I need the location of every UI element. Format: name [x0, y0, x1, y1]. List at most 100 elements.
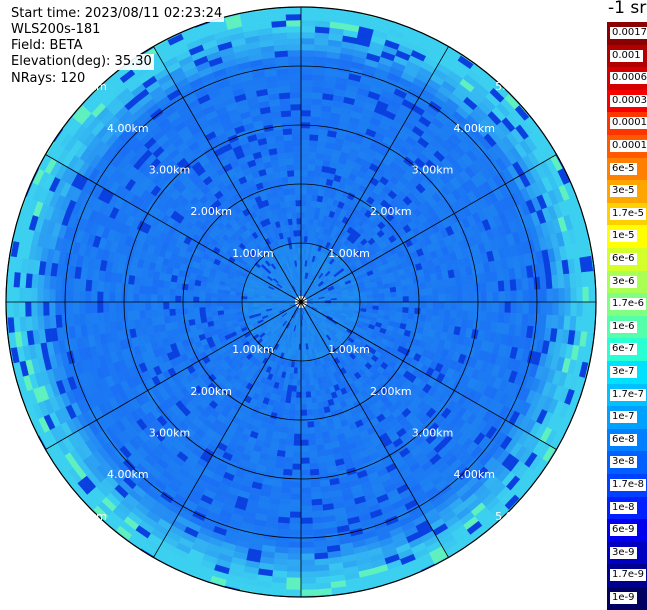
- range-gate-cell: [55, 302, 61, 315]
- range-gate-cell: [301, 374, 305, 380]
- range-gate-cell: [103, 292, 109, 302]
- range-gate-cell: [269, 600, 285, 607]
- range-gate-cell: [361, 302, 367, 305]
- range-gate-cell: [311, 499, 322, 506]
- range-gate-cell: [10, 395, 21, 412]
- range-gate-cell: [157, 302, 163, 310]
- range-gate-cell: [301, 512, 312, 518]
- range-gate-cell: [279, 432, 287, 439]
- range-gate-cell: [181, 296, 187, 302]
- range-gate-cell: [145, 294, 151, 302]
- range-gate-cell: [317, 600, 333, 607]
- range-gate-cell: [456, 310, 463, 319]
- range-gate-cell: [423, 22, 440, 34]
- range-gate-cell: [127, 302, 133, 311]
- range-gate-cell: [307, 421, 314, 427]
- range-gate-cell: [586, 380, 596, 397]
- range-gate-cell: [187, 308, 193, 314]
- range-gate-cell: [402, 285, 409, 291]
- range-gate-cell: [79, 290, 85, 302]
- range-gate-cell: [504, 280, 511, 291]
- range-gate-cell: [378, 289, 385, 294]
- range-gate-cell: [157, 294, 163, 302]
- range-gate-cell: [193, 291, 199, 297]
- range-gate-cell: [301, 194, 307, 200]
- range-gate-cell: [385, 297, 391, 302]
- range-gate-cell: [301, 224, 305, 230]
- range-gate-cell: [309, 445, 317, 452]
- range-gate-cell: [199, 302, 205, 307]
- range-gate-cell: [97, 281, 104, 292]
- range-gate-cell: [301, 188, 307, 194]
- range-gate-cell: [553, 288, 559, 302]
- range-gate-cell: [575, 178, 587, 195]
- range-gate-cell: [217, 298, 223, 302]
- range-gate-cell: [109, 292, 115, 302]
- range-gate-cell: [313, 62, 326, 69]
- range-gate-cell: [301, 554, 315, 560]
- range-gate-cell: [309, 463, 318, 470]
- range-gate-cell: [420, 315, 427, 322]
- range-gate-cell: [13, 302, 19, 317]
- range-gate-cell: [281, 487, 291, 494]
- range-gate-cell: [409, 302, 415, 308]
- range-gate-cell: [237, 595, 254, 604]
- range-gate-cell: [85, 279, 92, 291]
- range-gate-cell: [309, 134, 318, 141]
- range-gate-cell: [73, 314, 80, 326]
- range-gate-cell: [487, 292, 493, 302]
- range-gate-cell: [307, 409, 313, 415]
- range-gate-cell: [278, 511, 290, 518]
- range-gate-cell: [591, 223, 601, 240]
- range-gate-cell: [313, 68, 326, 75]
- range-gate-cell: [188, 313, 195, 320]
- range-gate-cell: [0, 254, 5, 271]
- range-gate-cell: [367, 298, 373, 302]
- range-gate-cell: [301, 446, 309, 452]
- range-gate-cell: [599, 270, 606, 286]
- range-gate-cell: [456, 285, 463, 294]
- range-gate-cell: [235, 299, 241, 302]
- range-gate-cell: [182, 283, 189, 290]
- range-gate-cell: [109, 302, 115, 312]
- range-gate-cell: [288, 536, 301, 542]
- range-gate-cell: [547, 289, 553, 302]
- range-gate-cell: [290, 500, 301, 506]
- range-gate-cell: [486, 312, 493, 322]
- range-gate-cell: [559, 288, 565, 302]
- range-gate-cell: [301, 212, 306, 218]
- range-gate-cell: [309, 379, 314, 386]
- range-gate-cell: [0, 333, 5, 350]
- range-gate-cell: [505, 302, 511, 313]
- range-gate-cell: [301, 92, 312, 98]
- range-gate-cell: [499, 291, 505, 302]
- range-gate-cell: [523, 290, 529, 302]
- range-gate-cell: [523, 302, 529, 314]
- range-gate-cell: [211, 293, 217, 298]
- range-gate-cell: [385, 293, 391, 298]
- range-gate-cell: [431, 316, 438, 324]
- range-gate-cell: [420, 289, 426, 296]
- range-gate-cell: [451, 294, 457, 302]
- range-gate-cell: [310, 391, 316, 398]
- range-gate-cell: [379, 293, 385, 298]
- range-gate-cell: [296, 392, 301, 398]
- range-gate-cell: [314, 426, 321, 433]
- range-gate-cell: [433, 295, 439, 302]
- range-gate-cell: [294, 434, 301, 440]
- range-gate-cell: [67, 302, 73, 314]
- range-gate-cell: [91, 280, 98, 291]
- range-gate-cell: [311, 397, 317, 404]
- range-gate-cell: [19, 302, 25, 317]
- range-gate-cell: [516, 279, 523, 291]
- range-gate-cell: [301, 50, 314, 56]
- range-gate-cell: [313, 74, 325, 81]
- range-gate-cell: [457, 302, 463, 310]
- range-gate-cell: [43, 302, 49, 316]
- range-gate-cell: [301, 410, 307, 416]
- range-gate-cell: [510, 313, 517, 325]
- range-gate-cell: [79, 279, 86, 291]
- range-gate-cell: [589, 287, 595, 302]
- range-gate-cell: [164, 316, 171, 324]
- range-gate-cell: [0, 238, 8, 255]
